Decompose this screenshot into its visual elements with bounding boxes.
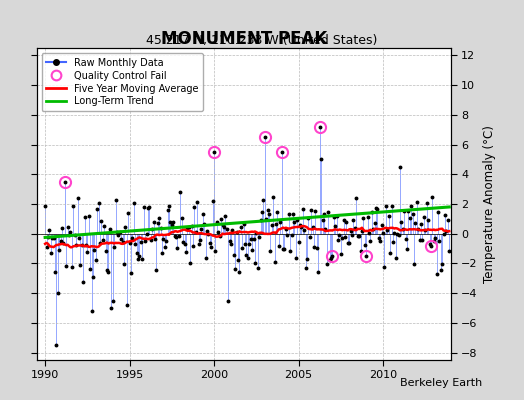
Legend: Raw Monthly Data, Quality Control Fail, Five Year Moving Average, Long-Term Tren: Raw Monthly Data, Quality Control Fail, … xyxy=(41,53,203,111)
Text: 45.217 N, 110.233 W (United States): 45.217 N, 110.233 W (United States) xyxy=(146,34,378,47)
Text: Berkeley Earth: Berkeley Earth xyxy=(400,378,482,388)
Y-axis label: Temperature Anomaly (°C): Temperature Anomaly (°C) xyxy=(483,125,496,283)
Title: MONUMENT PEAK: MONUMENT PEAK xyxy=(160,30,327,48)
